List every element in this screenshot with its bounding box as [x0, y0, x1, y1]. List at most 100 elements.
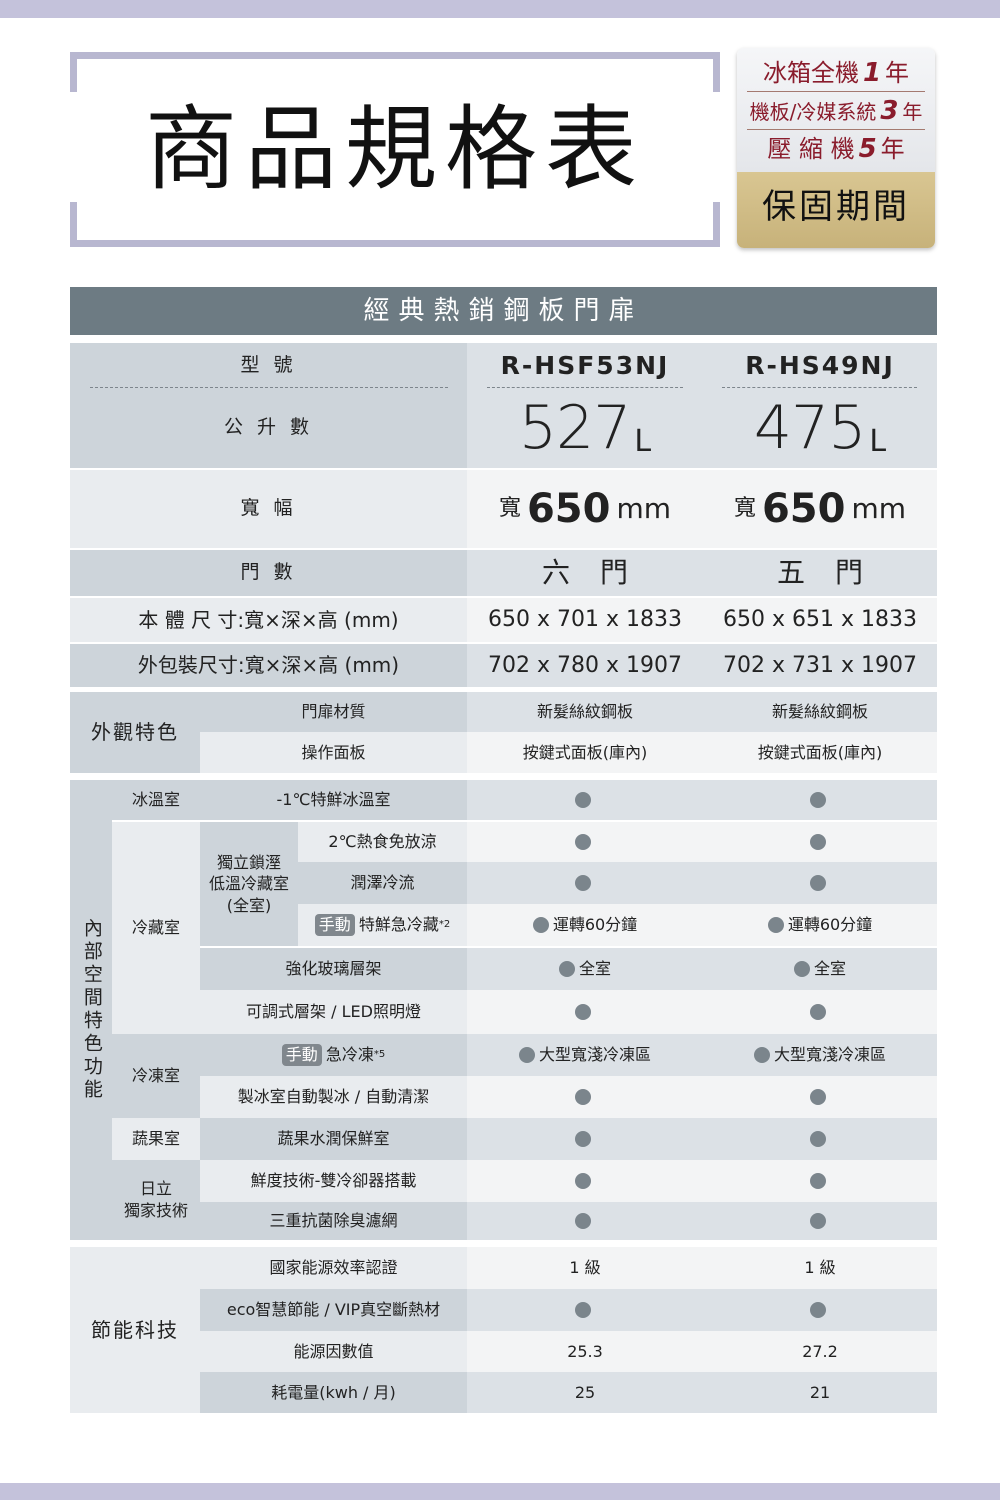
dot-icon	[558, 961, 575, 977]
label-text: 可調式層架 / LED照明燈	[246, 1002, 421, 1022]
feature-label m: 三重抗菌除臭濾網	[200, 1202, 467, 1240]
dot-icon	[753, 1047, 770, 1063]
label-text: 2℃熱食免放涼	[328, 832, 437, 852]
dot-icon	[810, 1173, 826, 1189]
group-label: 內部空間特色功能	[80, 918, 103, 1102]
feature-value m: 按鍵式面板(庫內)	[467, 732, 703, 773]
spec-value m: 475 L	[703, 388, 937, 468]
feature-label m: 國家能源效率認證	[200, 1247, 467, 1289]
spec-label: 門 數	[70, 550, 467, 596]
group-exterior: 外觀特色	[70, 692, 200, 773]
category-label: 冷藏室	[131, 918, 180, 938]
feature-value m	[703, 990, 937, 1034]
category-cell m: 冷藏室	[112, 822, 200, 1034]
cell-value: 650 x 651 x 1833	[723, 607, 917, 633]
dot-icon	[810, 1089, 826, 1105]
bottom-band	[0, 1483, 1000, 1500]
feature-label m: 可調式層架 / LED照明燈	[200, 990, 467, 1034]
dot-icon	[575, 1213, 591, 1229]
feature-label m: 能源因數值	[200, 1331, 467, 1372]
feature-label m: eco智慧節能 / VIP真空斷熱材	[200, 1289, 467, 1331]
cell-value: 新髮絲紋鋼板	[536, 702, 633, 722]
feature-label m: 製冰室自動製冰 / 自動清潔	[200, 1076, 467, 1118]
dot-icon	[575, 1131, 591, 1147]
dot-icon	[575, 792, 591, 808]
cell-value: 25	[574, 1382, 596, 1402]
width-unit: mm	[616, 492, 672, 526]
feature-value m	[703, 1202, 937, 1240]
cell-value: 全室	[813, 959, 846, 979]
width-value: 650	[761, 486, 846, 532]
width-prefix: 寬	[498, 496, 521, 522]
label-text: 耗電量(kwh / 月)	[271, 1382, 396, 1402]
cell-value: 21	[809, 1382, 831, 1402]
feature-value m: 新髮絲紋鋼板	[467, 692, 703, 732]
capacity-value: 475	[753, 392, 867, 463]
spec-label: 外包裝尺寸:寬×深×高 (mm)	[70, 644, 467, 687]
group-label: 外觀特色	[91, 720, 179, 744]
feature-value m: 25.3	[467, 1331, 703, 1372]
capacity-unit: L	[869, 423, 887, 459]
group-energy: 節能科技	[70, 1247, 200, 1413]
dot-icon	[575, 1004, 591, 1020]
width-prefix: 寬	[733, 496, 756, 522]
feature-label m: 手動 急冷凍 *5	[200, 1034, 467, 1076]
spec-value m: R-HS49NJ	[703, 343, 937, 388]
cell-value: 五門	[776, 556, 893, 590]
feature-label m: 鮮度技術-雙冷卻器搭載	[200, 1160, 467, 1202]
feature-value m: 27.2	[703, 1331, 937, 1372]
feature-value m: 新髮絲紋鋼板	[703, 692, 937, 732]
dot-icon	[532, 917, 549, 933]
feature-label m: 耗電量(kwh / 月)	[200, 1372, 467, 1413]
label-text: 能源因數值	[293, 1341, 374, 1361]
page-title: 商品規格表	[144, 96, 645, 203]
spec-value m: 650 x 651 x 1833	[703, 598, 937, 642]
category-label: 蔬果室	[131, 1129, 180, 1149]
category-cell m: 冰溫室	[112, 780, 200, 820]
spec-value m: 527 L	[467, 388, 703, 468]
dot-icon	[575, 834, 591, 850]
feature-value m: 25	[467, 1372, 703, 1413]
category-cell m: 蔬果室	[112, 1118, 200, 1160]
spec-label: 本 體 尺 寸:寬×深×高 (mm)	[70, 598, 467, 642]
dot-icon	[518, 1047, 535, 1063]
feature-label m: 強化玻璃層架	[200, 948, 467, 990]
feature-value m	[703, 780, 937, 820]
cell-value: 全室	[578, 959, 611, 979]
feature-label m: 潤澤冷流	[298, 862, 467, 904]
dot-icon	[810, 875, 826, 891]
label-text: 本 體 尺 寸:寬×深×高 (mm)	[138, 607, 399, 632]
category-label: 日立 獨家技術	[123, 1179, 188, 1220]
feature-value m	[703, 1160, 937, 1202]
cell-value: 六門	[541, 556, 658, 590]
feature-value m	[703, 862, 937, 904]
feature-value m	[467, 1202, 703, 1240]
spec-value m: 寬 650 mm	[703, 470, 937, 548]
feature-value m: 運轉60分鐘	[467, 904, 703, 946]
label-text: 三重抗菌除臭濾網	[269, 1211, 398, 1231]
feature-value m	[467, 1289, 703, 1331]
cell-value: R-HSF53NJ	[500, 350, 670, 380]
dot-icon	[767, 917, 784, 933]
label-text: 特鮮急冷藏	[358, 915, 439, 935]
cell-value: R-HS49NJ	[745, 350, 895, 380]
label-text: 製冰室自動製冰 / 自動清潔	[237, 1087, 430, 1107]
spec-value m: 六門	[467, 550, 703, 596]
warranty-label: 保固期間	[737, 172, 935, 248]
capacity-value: 527	[518, 392, 632, 463]
cell-value: 702 x 780 x 1907	[488, 652, 682, 678]
dot-icon	[810, 792, 826, 808]
feature-value m: 按鍵式面板(庫內)	[703, 732, 937, 773]
feature-value m	[703, 1289, 937, 1331]
category-label: 冰溫室	[131, 790, 180, 810]
width-value: 650	[526, 486, 611, 532]
width-unit: mm	[851, 492, 907, 526]
feature-value m	[467, 822, 703, 862]
feature-value m	[467, 990, 703, 1034]
spec-label: 型 號	[70, 343, 467, 388]
manual-tag: 手動	[281, 1044, 322, 1066]
category-cell m: 冷凍室	[112, 1034, 200, 1118]
feature-value m: 1 級	[467, 1247, 703, 1289]
feature-value m: 大型寬淺冷凍區	[703, 1034, 937, 1076]
